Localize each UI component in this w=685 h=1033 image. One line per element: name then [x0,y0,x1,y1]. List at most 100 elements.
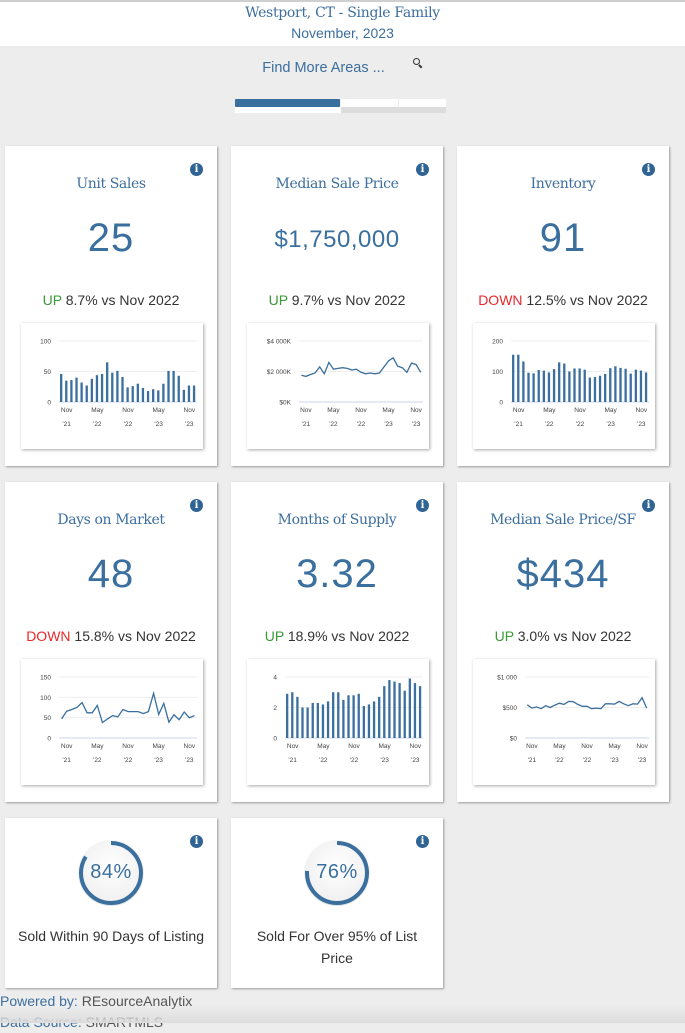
bar [291,692,293,738]
x-tick-label-year: '23 [610,757,619,764]
search-icon[interactable] [413,58,423,68]
bar [347,695,349,738]
x-tick-label-year: '22 [555,757,564,764]
info-icon[interactable]: i [642,163,655,176]
change-text: 15.8% vs Nov 2022 [71,628,196,644]
change-text: 12.5% vs Nov 2022 [523,292,648,308]
bar [188,386,190,402]
x-tick-label: May [153,743,166,750]
bar [137,384,139,402]
x-tick-label-year: '21 [528,757,537,764]
page-indicator [235,99,446,114]
y-tick-label: 0 [47,400,51,407]
bar [132,386,134,402]
x-tick-label: Nov [61,407,73,414]
bar [327,701,329,738]
x-tick-label-year: '21 [288,757,297,764]
x-tick-label-year: '22 [545,421,554,428]
y-tick-label: 100 [40,339,51,346]
x-tick-label: Nov [526,743,538,750]
bar [624,369,626,402]
bar [568,372,570,403]
bar [80,382,82,402]
change-direction: DOWN [478,292,522,308]
change-text: 18.9% vs Nov 2022 [284,628,409,644]
y-tick-label: 200 [492,339,503,346]
x-tick-label: Nov [636,407,648,414]
change-summary: DOWN 15.8% vs Nov 2022 [0,628,227,644]
bar [563,364,565,402]
x-tick-label: Nov [122,743,134,750]
bar [393,682,395,738]
bar [573,368,575,402]
bar [322,704,324,738]
find-more-areas-link[interactable]: Find More Areas ... [262,60,385,76]
bar [65,381,67,402]
bar [368,704,370,738]
bar [584,370,586,402]
x-tick-label-year: '22 [124,757,133,764]
powered-by: Powered by: REsourceAnalytix [0,991,192,1012]
bar [558,362,560,402]
y-tick-label: 50 [44,369,52,376]
y-tick-label: 4 [273,675,277,682]
bar [193,386,195,402]
x-tick-label-year: '21 [302,421,311,428]
card-value: 3.32 [231,552,443,597]
info-icon[interactable]: i [416,835,429,848]
bar [296,697,298,738]
bar [614,366,616,402]
bar [543,371,545,402]
info-icon[interactable]: i [416,163,429,176]
find-more-areas: Find More Areas ... [0,60,685,76]
bar [75,378,77,402]
info-icon[interactable]: i [642,499,655,512]
card-title: Months of Supply [231,512,443,528]
powered-by-label: Powered by: [0,993,78,1009]
bar [363,706,365,738]
x-tick-label: Nov [410,407,422,414]
page-indicator-1[interactable] [235,99,340,107]
info-icon[interactable]: i [190,835,203,848]
bar [522,361,524,402]
bar [409,679,411,738]
card-value: 25 [5,216,217,261]
x-tick-label: Nov [184,743,196,750]
info-icon[interactable]: i [416,499,429,512]
x-tick-label-year: '22 [93,757,102,764]
bar [358,694,360,738]
info-icon[interactable]: i [190,163,203,176]
y-tick-label: $1 000 [497,675,517,682]
card-value: 48 [5,552,217,597]
bar [383,686,385,738]
card-title: Inventory [457,176,669,192]
info-icon[interactable]: i [190,499,203,512]
gauge-card-sold-within-90-days: i 84% Sold Within 90 Days of Listing [5,818,217,988]
x-tick-label: May [91,407,104,414]
card-value: $1,750,000 [231,226,443,254]
bar [157,390,159,402]
bar [317,703,319,738]
bar [548,372,550,402]
x-tick-label-year: '21 [62,421,71,428]
bar [147,391,149,402]
page-indicator-2[interactable] [341,99,398,107]
page-indicator-3[interactable] [399,99,446,107]
powered-by-value[interactable]: REsourceAnalytix [78,993,192,1009]
bar [116,371,118,402]
bar [96,375,98,402]
x-tick-label: May [327,407,340,414]
bar [178,376,180,402]
x-tick-label-year: '23 [154,757,163,764]
area-title: Westport, CT - Single Family [0,5,685,21]
